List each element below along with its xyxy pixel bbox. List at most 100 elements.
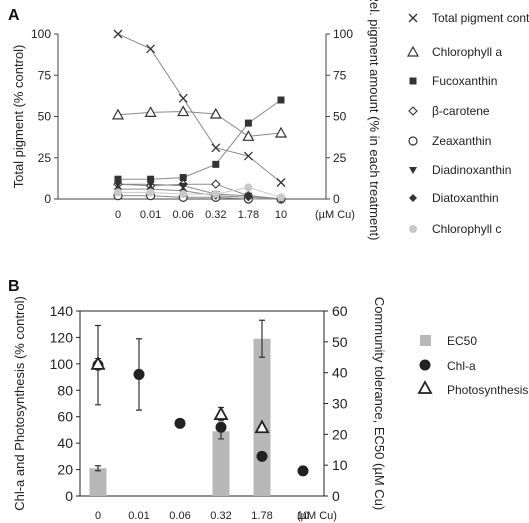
panel-b-axes: 0 20 40 60 80 100 120 140 0 10 20 30 40 50 60 0 0.01 0.06… [12, 296, 387, 522]
panel-a-point [244, 193, 253, 202]
panel-a-legend-marker [408, 136, 418, 146]
panel-a-legend-label: Total pigment content [432, 11, 529, 25]
panel-a-series-line [118, 188, 282, 200]
panel-a-point [212, 160, 220, 168]
panel-a-legend-marker [409, 167, 417, 174]
panel-a-point [111, 108, 125, 120]
panel-b-ec50-bar [89, 468, 107, 496]
panel-b-x-tick-label: 0 [95, 510, 101, 522]
panel-b-left-tick-label: 0 [65, 488, 73, 504]
panel-a-right-tick-label: 25 [333, 151, 347, 165]
panel-a-point [179, 182, 188, 190]
panel-b-plot-frame [79, 310, 325, 497]
panel-a-point [114, 181, 122, 189]
panel-b-right-tick-label: 60 [332, 303, 348, 319]
panel-a-x-tick-label: 0 [115, 209, 121, 221]
panel-b-ec50-bar [253, 338, 271, 496]
panel-a-point [277, 96, 285, 104]
panel-b-x-tick-label: 0.32 [210, 510, 231, 522]
panel-a-point [146, 188, 155, 197]
panel-a-legend-marker [408, 106, 418, 116]
panel-b-chla-point [256, 450, 268, 462]
panel-b-left-tick-label: 140 [50, 303, 74, 319]
panel-a-legend-marker [408, 13, 418, 23]
panel-b-left-axis-title: Chl-a and Photosynthesis (% control) [12, 296, 27, 511]
panel-b-x-tick-label: 1.78 [251, 510, 272, 522]
panel-a-legend: Total pigment content Chlorophyll a Fucoxa… [406, 11, 529, 236]
panel-a-x-tick-label: 0.01 [140, 209, 161, 221]
panel-a-legend-label: Chlorophyll c [432, 222, 501, 236]
panel-a-point [211, 179, 221, 189]
panel-a-x-tick-label: 1.78 [238, 209, 259, 221]
panel-a: A 0 25 50 75 100 0 25 50 75 100 0 0.01 0.06 0.32 1.78 1… [8, 0, 529, 240]
panel-a-point [114, 175, 122, 183]
panel-a-series-line [117, 110, 282, 137]
panel-a-x-tick-label: 0.32 [205, 209, 226, 221]
panel-a-point [177, 105, 190, 117]
panel-b-bars [89, 319, 271, 496]
panel-b-legend-label: Photosynthesis [447, 383, 528, 397]
panel-a-label: A [8, 7, 20, 24]
panel-a-point [147, 175, 155, 183]
panel-b-right-tick-label: 0 [332, 488, 340, 504]
panel-a-point [211, 190, 220, 199]
panel-b-chla-point [174, 417, 186, 429]
panel-a-point [244, 183, 253, 192]
panel-b-legend-label: EC50 [447, 334, 477, 348]
panel-a-series-line [118, 195, 281, 200]
panel-a-legend-label: β-carotene [432, 104, 490, 118]
panel-a-point [178, 93, 188, 103]
panel-a-unit-label: (µM Cu) [315, 209, 355, 221]
panel-b-ec50-error-bar [259, 319, 265, 358]
panel-a-legend-marker [409, 225, 417, 233]
panel-b-right-tick-label: 20 [332, 426, 348, 442]
panel-b-legend: EC50 Chl-a Photosynthesis [417, 334, 528, 397]
panel-b-right-tick-label: 40 [332, 365, 348, 381]
panel-a-right-tick-label: 100 [333, 27, 353, 41]
panel-a-right-axis-title: Rel. pigment amount (% in each treatment… [367, 0, 382, 240]
panel-a-right-tick-label: 0 [333, 192, 340, 206]
panel-a-x-tick-label: 0.06 [172, 209, 193, 221]
panel-a-point [113, 29, 123, 39]
panel-a-legend-label: Diadinoxanthin [432, 163, 511, 177]
panel-b-left-tick-label: 100 [50, 356, 74, 372]
panel-a-series-line [117, 33, 282, 183]
panel-a-point [179, 190, 188, 199]
panel-b-x-tick-label: 10 [297, 510, 309, 522]
panel-a-legend-label: Diatoxanthin [432, 191, 499, 205]
panel-a-left-tick-label: 25 [38, 151, 52, 165]
panel-a-legend-label: Zeaxanthin [432, 134, 491, 148]
panel-a-legend-marker [409, 77, 417, 85]
panel-a-markers [111, 29, 288, 204]
panel-b-legend-label: Chl-a [447, 359, 476, 373]
panel-a-x-tick-label: 10 [275, 209, 287, 221]
panel-b-chla-point [215, 421, 227, 433]
panel-b-markers [90, 324, 309, 477]
panel-b-left-tick-label: 20 [57, 462, 73, 478]
panel-a-lines [117, 33, 282, 200]
panel-b-chla-point [297, 465, 309, 477]
panel-a-legend-label: Chlorophyll a [432, 45, 502, 59]
panel-a-left-tick-label: 100 [31, 27, 51, 41]
panel-a-left-tick-label: 50 [38, 110, 52, 124]
panel-b-left-tick-label: 40 [57, 435, 73, 451]
panel-a-point [211, 143, 221, 153]
panel-a-point [179, 174, 187, 182]
panel-b-ec50-error-bar [95, 465, 101, 472]
panel-b-left-tick-label: 80 [57, 382, 73, 398]
panel-b-photosynthesis-point [213, 406, 229, 420]
panel-b-x-tick-label: 0.01 [128, 510, 149, 522]
panel-a-legend-marker [406, 45, 420, 57]
panel-b-legend-marker [419, 359, 431, 371]
panel-a-axes: 0 25 50 75 100 0 25 50 75 100 0 0.01 0.06 0.32 1.78 10 (… [11, 0, 382, 240]
panel-a-point [276, 178, 286, 187]
panel-a-left-tick-label: 75 [38, 68, 52, 82]
panel-a-series-line [118, 99, 282, 180]
panel-a-point [146, 181, 155, 189]
panel-b-right-tick-label: 50 [332, 334, 348, 350]
panel-a-legend-label: Fucoxanthin [432, 74, 497, 88]
panel-a-left-axis-title: Total pigment (% control) [11, 45, 26, 189]
panel-b-right-tick-label: 30 [332, 396, 348, 412]
panel-a-right-tick-label: 75 [333, 68, 347, 82]
